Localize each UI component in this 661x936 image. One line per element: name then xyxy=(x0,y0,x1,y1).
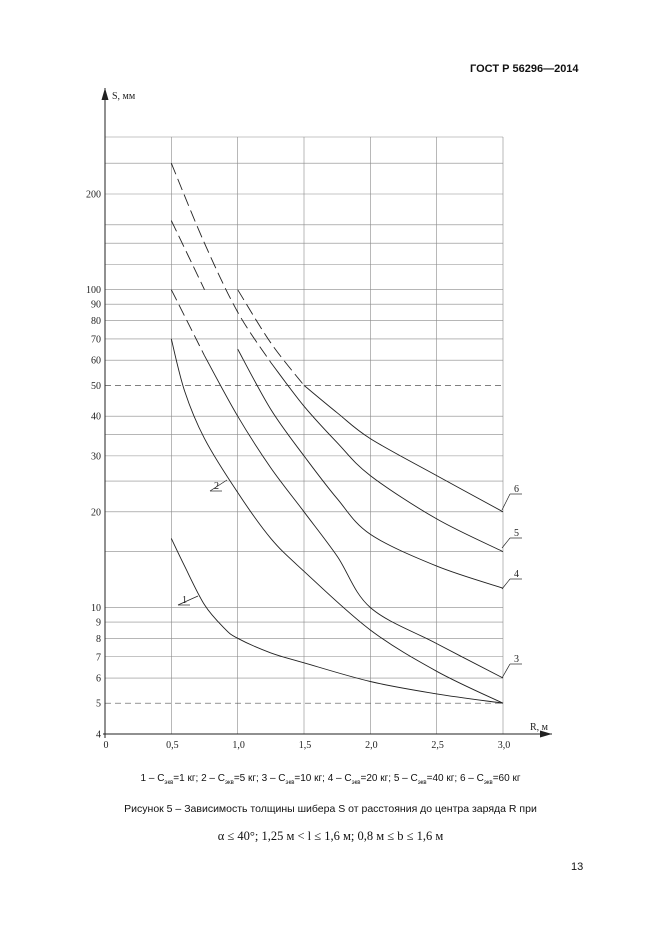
x-tick-label: 3,0 xyxy=(498,740,511,751)
curve-label-1: 1 xyxy=(182,595,187,606)
x-tick-label: 0 xyxy=(104,740,109,751)
y-tick-label: 60 xyxy=(91,356,101,367)
curve-label-leader xyxy=(501,663,511,679)
document-code: ГОСТ Р 56296—2014 xyxy=(470,63,579,75)
condition-formula: α ≤ 40°; 1,25 м < l ≤ 1,6 м; 0,8 м ≤ b ≤… xyxy=(217,829,444,843)
y-axis-arrow xyxy=(101,88,109,100)
legend-item-1: 1 – Cэкв=1 кг; xyxy=(140,773,202,786)
chart-grid xyxy=(105,136,504,734)
page-number: 13 xyxy=(571,861,584,873)
x-tick-label: 1,0 xyxy=(232,740,245,751)
y-tick-label: 90 xyxy=(91,300,101,311)
curve-label-leader xyxy=(501,578,511,590)
x-tick-label: 2,0 xyxy=(365,740,378,751)
curve-3 xyxy=(204,355,504,679)
y-tick-label: 70 xyxy=(91,334,101,345)
curve-6 xyxy=(303,385,504,513)
curves xyxy=(170,163,504,704)
tick-labels: 4 5 6 7 8 9 10 20 30 40 50 60 70 80 90 100 200 0 0,5 1,0 1,5… xyxy=(86,190,510,752)
curve-label-3: 3 xyxy=(514,654,519,665)
x-axis-title: R, м xyxy=(530,722,549,733)
y-tick-label: 7 xyxy=(96,652,101,663)
figure-caption: Рисунок 5 – Зависимость толщины шибера S… xyxy=(124,803,537,815)
legend-item-2: 2 – Cэкв=5 кг; xyxy=(201,773,262,786)
y-tick-label: 50 xyxy=(91,381,101,392)
y-tick-label: 30 xyxy=(91,451,101,462)
curve-label-2: 2 xyxy=(214,481,219,492)
y-tick-label: 20 xyxy=(91,507,101,518)
curve-1 xyxy=(170,538,504,704)
curve-5 xyxy=(270,362,504,553)
legend-item-3: 3 – Cэкв=10 кг; xyxy=(261,773,328,786)
curve-5-dashed xyxy=(170,163,272,363)
y-tick-label: 80 xyxy=(91,316,101,327)
y-tick-label: 6 xyxy=(96,674,101,685)
curve-3-dashed xyxy=(170,289,205,356)
x-axis-arrow xyxy=(540,730,552,738)
curve-label-leader xyxy=(501,493,511,511)
x-tick-label: 0,5 xyxy=(166,740,179,751)
curve-label-leader xyxy=(209,479,228,492)
y-tick-label: 40 xyxy=(91,412,101,423)
y-axis-title: S, мм xyxy=(112,91,136,102)
y-tick-label: 100 xyxy=(86,285,101,296)
y-tick-label: 10 xyxy=(91,603,101,614)
y-tick-label: 200 xyxy=(86,190,101,201)
curve-4 xyxy=(237,348,504,589)
y-tick-label: 8 xyxy=(96,634,101,645)
curve-labels: 1 2 3 4 5 6 xyxy=(177,479,522,679)
chart-axes xyxy=(101,88,552,738)
legend-item-5: 5 – Cэкв=40 кг; xyxy=(393,773,460,786)
chart: 4 5 6 7 8 9 10 20 30 40 50 60 70 80 90 100 200 0 0,5 1,0 1,5… xyxy=(86,88,552,752)
curve-label-leader xyxy=(177,595,199,606)
y-tick-label: 5 xyxy=(96,699,101,710)
y-tick-label: 4 xyxy=(96,730,101,741)
curve-label-6: 6 xyxy=(514,484,519,495)
curve-label-4: 4 xyxy=(514,569,519,580)
curve-2 xyxy=(170,338,504,704)
legend: 1 – Cэкв=1 кг; 2 – Cэкв=5 кг; 3 – Cэкв=1… xyxy=(0,773,661,786)
y-tick-label: 9 xyxy=(96,618,101,629)
reference-lines xyxy=(105,385,503,704)
curve-label-5: 5 xyxy=(514,528,519,539)
curve-label-leader xyxy=(501,537,511,549)
curve-6-dashed xyxy=(237,289,305,386)
legend-item-4: 4 – Cэкв=20 кг; xyxy=(327,773,394,786)
x-tick-label: 2,5 xyxy=(431,740,444,751)
legend-item-6: 6 – Cэкв=60 кг xyxy=(459,773,521,786)
curve-4-dashed xyxy=(170,220,205,290)
x-tick-label: 1,5 xyxy=(299,740,312,751)
